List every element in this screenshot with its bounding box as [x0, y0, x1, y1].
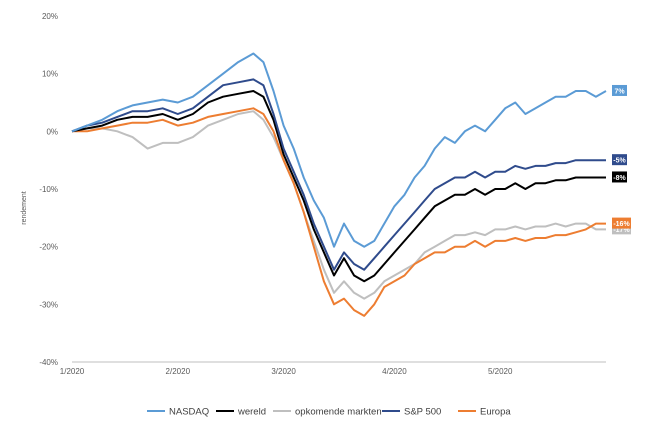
- end-label: -16%: [613, 221, 630, 228]
- series-line-opkomende-markten: [71, 110, 606, 300]
- x-tick-label: 4/2020: [382, 367, 407, 376]
- series-line-wereld: [71, 90, 606, 283]
- legend-label: Europa: [480, 407, 511, 418]
- y-tick-label: 0%: [46, 127, 58, 136]
- y-tick-label: -40%: [39, 358, 58, 367]
- series-lines: [71, 52, 607, 317]
- y-tick-label: 10%: [42, 70, 58, 79]
- end-label: -8%: [613, 175, 626, 182]
- end-label: -17%: [613, 227, 630, 234]
- legend-label: NASDAQ: [169, 407, 209, 418]
- legend-label: opkomende markten: [295, 407, 382, 418]
- x-axis-ticks: 1/2020 2/2020 3/2020 4/2020 5/2020: [60, 367, 513, 376]
- y-tick-label: 20%: [42, 12, 58, 21]
- end-label-box: [612, 171, 627, 183]
- y-tick-label: -20%: [39, 243, 58, 252]
- x-tick-label: 2/2020: [166, 367, 191, 376]
- end-label-box: [612, 223, 631, 235]
- x-tick-label: 3/2020: [271, 367, 296, 376]
- y-axis-ticks: -40% -30% -20% -10% 0% 10% 20%: [39, 12, 58, 367]
- end-label: -5%: [613, 158, 626, 165]
- series-line-nasdaq: [71, 52, 607, 248]
- legend-label: wereld: [237, 407, 266, 418]
- end-label-box: [612, 154, 627, 166]
- y-axis-title: rendement: [21, 191, 28, 225]
- end-label-box: [612, 217, 631, 229]
- legend: NASDAQ wereld opkomende markten S&P 500 Euro…: [147, 407, 511, 418]
- end-label: 7%: [614, 88, 625, 95]
- end-labels: 7% -8% -17% -5% -16%: [612, 84, 631, 235]
- y-tick-label: -10%: [39, 185, 58, 194]
- series-line-s-p-500: [71, 78, 606, 271]
- y-tick-label: -30%: [39, 300, 58, 309]
- x-tick-label: 5/2020: [488, 367, 513, 376]
- series-line-europa: [72, 107, 606, 317]
- x-tick-label: 1/2020: [60, 367, 85, 376]
- legend-label: S&P 500: [404, 407, 441, 418]
- end-label-box: [612, 84, 627, 96]
